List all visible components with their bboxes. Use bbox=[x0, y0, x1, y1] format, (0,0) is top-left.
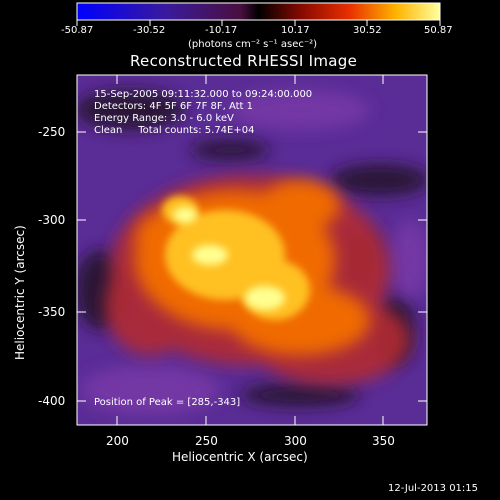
colorbar-tick-label: 10.17 bbox=[281, 25, 310, 36]
peak-position-annotation: Position of Peak = [285,-343] bbox=[94, 397, 241, 408]
colorbar-tick-label: 50.87 bbox=[424, 25, 453, 36]
y-axis-label: Heliocentric Y (arcsec) bbox=[13, 225, 27, 360]
y-tick-label: -250 bbox=[38, 125, 66, 139]
y-tick-label: -300 bbox=[38, 213, 66, 227]
colorbar-tick-label: -30.52 bbox=[133, 25, 166, 36]
y-tick-label: -350 bbox=[38, 305, 66, 319]
y-tick-label: -400 bbox=[38, 394, 66, 408]
plot-title: Reconstructed RHESSI Image bbox=[130, 52, 358, 70]
colorbar-tick-label: 30.52 bbox=[353, 25, 382, 36]
x-tick-label: 250 bbox=[195, 434, 218, 448]
timestamp-footer: 12-Jul-2013 01:15 bbox=[388, 483, 479, 494]
rhessi-image bbox=[77, 75, 427, 425]
detectors-annotation: Detectors: 4F 5F 6F 7F 8F, Att 1 bbox=[94, 101, 254, 112]
x-axis-label: Heliocentric X (arcsec) bbox=[172, 450, 308, 464]
x-tick-label: 350 bbox=[372, 434, 395, 448]
colorbar-tick-label: -10.17 bbox=[205, 25, 238, 36]
x-tick-label: 200 bbox=[106, 434, 129, 448]
method-counts-annotation: Clean Total counts: 5.74E+04 bbox=[94, 125, 255, 136]
colorbar-frame bbox=[76, 2, 441, 26]
time-range-annotation: 15-Sep-2005 09:11:32.000 to 09:24:00.000 bbox=[94, 89, 313, 100]
colorbar bbox=[77, 3, 440, 20]
colorbar-tick-label: -50.87 bbox=[61, 25, 94, 36]
energy-annotation: Energy Range: 3.0 - 6.0 keV bbox=[94, 113, 234, 124]
x-tick-label: 300 bbox=[284, 434, 307, 448]
colorbar-unit-label: (photons cm⁻² s⁻¹ asec⁻²) bbox=[188, 39, 318, 50]
plot-axes bbox=[76, 74, 428, 426]
